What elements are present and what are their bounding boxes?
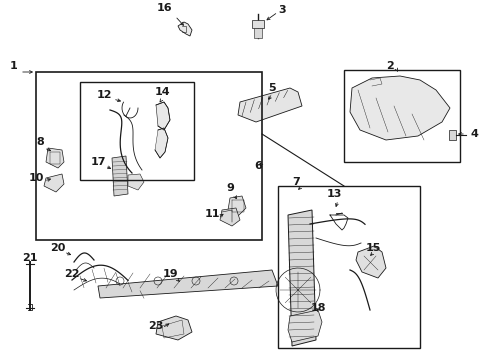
Bar	[80, 82, 194, 180]
Text: 8: 8	[36, 137, 44, 147]
Polygon shape	[238, 88, 302, 122]
Polygon shape	[112, 156, 128, 196]
Polygon shape	[355, 246, 385, 278]
Text: 14: 14	[154, 87, 169, 97]
Text: 19: 19	[162, 269, 178, 279]
Polygon shape	[220, 208, 240, 226]
Text: 18: 18	[309, 303, 325, 313]
Text: 13: 13	[325, 189, 341, 199]
Text: 1: 1	[10, 61, 18, 71]
Text: 7: 7	[291, 177, 299, 187]
Text: 12: 12	[96, 90, 112, 100]
Text: 17: 17	[90, 157, 105, 167]
Text: 4: 4	[469, 129, 477, 139]
Bar	[278, 186, 419, 348]
Polygon shape	[287, 310, 321, 342]
Text: 11: 11	[204, 209, 219, 219]
Text: 16: 16	[157, 3, 172, 13]
Polygon shape	[448, 130, 455, 140]
Text: 2: 2	[386, 61, 393, 71]
Polygon shape	[155, 128, 168, 158]
Bar	[36, 72, 262, 240]
Polygon shape	[156, 102, 170, 130]
Polygon shape	[98, 270, 278, 298]
Text: 5: 5	[267, 83, 275, 93]
Polygon shape	[46, 148, 64, 168]
Polygon shape	[44, 174, 64, 192]
Text: 23: 23	[148, 321, 163, 331]
Polygon shape	[253, 28, 262, 38]
Text: 22: 22	[64, 269, 80, 279]
Text: 21: 21	[22, 253, 38, 263]
Polygon shape	[227, 196, 245, 216]
Polygon shape	[128, 174, 143, 190]
Polygon shape	[349, 76, 449, 140]
Text: 10: 10	[28, 173, 43, 183]
Text: 6: 6	[254, 161, 262, 171]
Text: 20: 20	[50, 243, 65, 253]
Bar	[343, 70, 459, 162]
Polygon shape	[251, 20, 264, 28]
Text: 15: 15	[365, 243, 380, 253]
Text: 3: 3	[278, 5, 285, 15]
Polygon shape	[178, 22, 192, 36]
Polygon shape	[156, 316, 192, 340]
Polygon shape	[287, 210, 315, 346]
Text: 9: 9	[225, 183, 233, 193]
